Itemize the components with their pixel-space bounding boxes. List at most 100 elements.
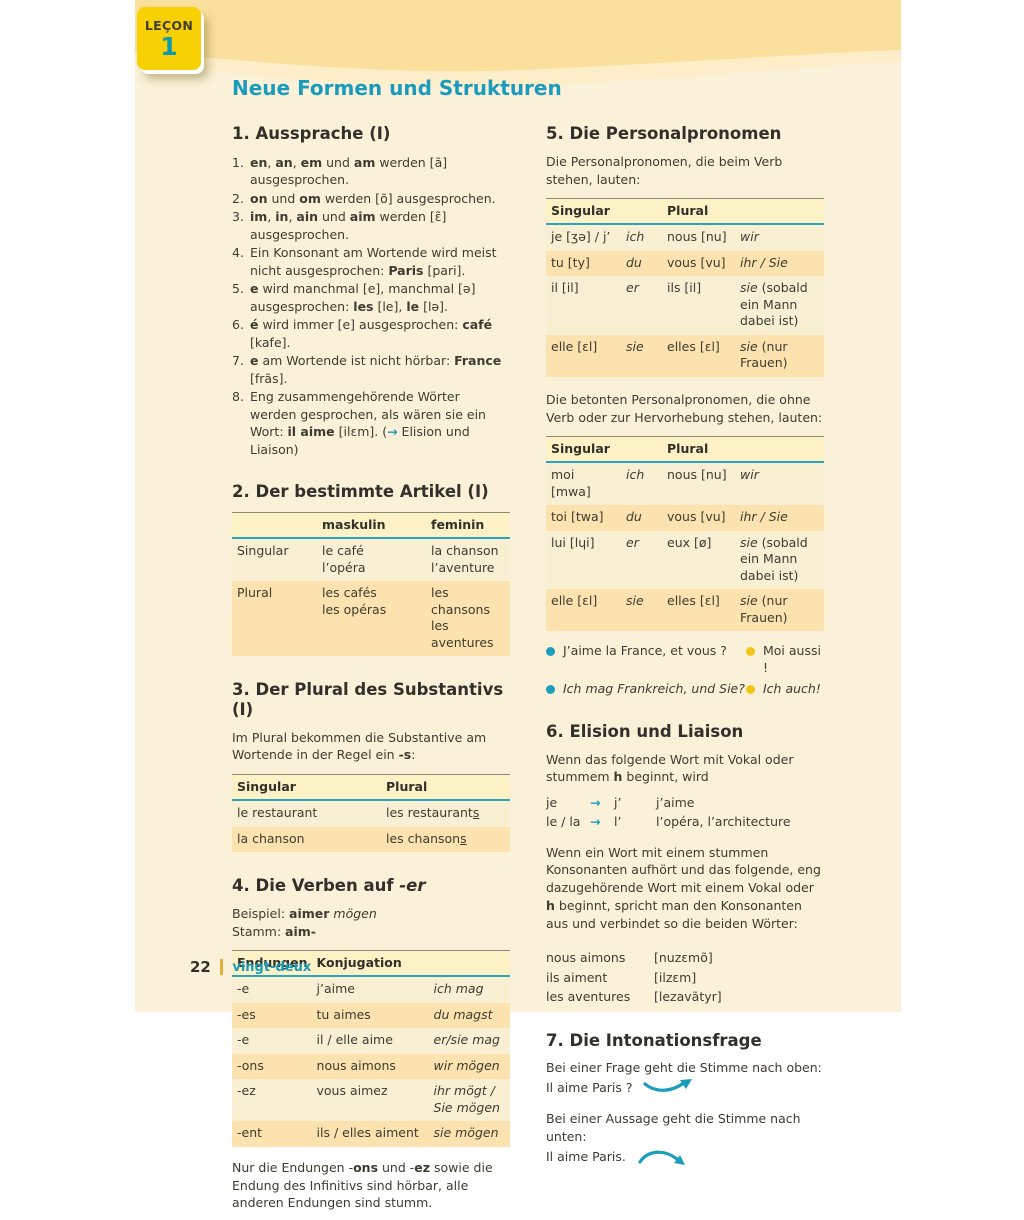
example-line: Beispiel: aimer mögen	[232, 905, 377, 921]
list-item: 5. e wird manchmal [e], manchmal [ə] ausg…	[232, 280, 510, 315]
table-cell: elles [ɛl]	[662, 589, 735, 632]
list-item-number: 3.	[232, 209, 244, 225]
table-row: la chanson les chansons	[232, 826, 510, 853]
liaison-ipa: [ilzɛm]	[654, 969, 697, 985]
table-cell: ich	[621, 462, 662, 506]
liaison-row: ils aiment [ilzɛm]	[546, 968, 824, 987]
table-cell: ils / elles aiment	[311, 1121, 429, 1147]
table-cell: ils [il]	[662, 276, 735, 335]
list-item-text: é wird immer [e] ausgesprochen: café [ka…	[250, 317, 493, 350]
section-intro: Die Personalpronomen, die beim Verb steh…	[546, 153, 783, 187]
column-header: feminin	[426, 512, 510, 540]
table-row: -e il / elle aime er/sie mag	[232, 1028, 510, 1054]
list-item: 1. en, an, em und am werden [ã] ausgespro…	[232, 154, 510, 189]
lesson-tab-number: 1	[160, 32, 178, 61]
section-heading: 3. Der Plural des Substantivs (I)	[232, 680, 504, 719]
grammar-table: Singular Plural le restaurant les restauran…	[232, 774, 510, 853]
table-cell: -e	[232, 976, 312, 1003]
dialogue-line: J’aime la France, et vous ?	[546, 643, 746, 677]
table-cell: eux [ø]	[662, 530, 735, 590]
dialogue-line: Ich mag Frankreich, und Sie?	[546, 681, 746, 698]
definite-article-table: maskulin feminin Singular le café l’opéra la…	[232, 512, 510, 657]
list-item-text: im, in, ain und aim werden [ɛ̃] ausgespr…	[250, 209, 447, 242]
table-cell: tu [ty]	[546, 250, 621, 277]
yellow-bullet-icon	[746, 685, 755, 695]
page-title: Neue Formen und Strukturen	[232, 76, 562, 100]
list-item: 6. é wird immer [e] ausgesprochen: café […	[232, 316, 510, 351]
table-row: le restaurant les restaurants	[232, 800, 510, 827]
table-cell: er/sie mag	[428, 1028, 510, 1054]
table-cell: j’aime	[311, 976, 429, 1003]
table-cell: le restaurant	[232, 800, 381, 827]
list-item-number: 1.	[232, 154, 244, 170]
table-cell: ihr / Sie	[735, 505, 824, 531]
page-footer: 22 vingt-deux	[190, 958, 311, 976]
table-cell: il [il]	[546, 276, 621, 335]
elision-from: le / la	[546, 813, 581, 829]
table-cell: toi [twa]	[546, 505, 621, 531]
section-heading: 5. Die Personalpronomen	[546, 124, 782, 143]
table-cell: moi [mwa]	[546, 462, 621, 506]
column-header: Singular	[232, 774, 381, 802]
list-item-text: on und om werden [õ] ausgesprochen.	[250, 190, 496, 206]
dialogue-text: Moi aussi !	[763, 643, 821, 676]
list-item: 4. Ein Konsonant am Wortende wird meist n…	[232, 244, 510, 279]
section-bestimmter-artikel: 2. Der bestimmte Artikel (I) maskulin fem…	[232, 482, 510, 657]
column-header: Plural	[662, 436, 735, 464]
elision-row: le / la → l’ l’opéra, l’architecture	[546, 813, 824, 832]
elision-from: je	[546, 795, 558, 811]
liaison-phrase: nous aimons	[546, 950, 626, 966]
table-row: tu [ty] du vous [vu] ihr / Sie	[546, 250, 824, 277]
dialogue-line: Moi aussi !	[746, 643, 824, 677]
column-header: Plural	[662, 198, 735, 226]
table-row: Singular le café l’opéra la chanson l’aven…	[232, 538, 510, 582]
rising-intonation-arrow-icon	[643, 1079, 693, 1092]
table-cell: ich	[621, 224, 662, 251]
header-wave-decoration	[135, 0, 901, 87]
dialogue-examples: J’aime la France, et vous ? Moi aussi ! …	[546, 643, 824, 698]
elision-example: j’aime	[656, 795, 695, 811]
column-header: Plural	[381, 774, 510, 802]
table-row: Plural les cafés les opéras les chansons l…	[232, 581, 510, 657]
table-cell: -ons	[232, 1053, 312, 1080]
table-cell: elles [ɛl]	[662, 334, 735, 377]
statement-example-line: Il aime Paris.	[546, 1147, 824, 1167]
column-header: Singular	[546, 436, 621, 464]
table-cell: sie	[621, 334, 662, 377]
table-row: lui [lɥi] er eux [ø] sie (sobald ein Mann d…	[546, 530, 824, 590]
table-cell: sie mögen	[428, 1121, 510, 1147]
table-cell: du magst	[428, 1002, 510, 1029]
list-item-number: 8.	[232, 389, 244, 405]
section-heading: 2. Der bestimmte Artikel (I)	[232, 482, 489, 502]
statement-label: Bei einer Aussage geht die Stimme nach u…	[546, 1111, 801, 1144]
table-cell: elle [ɛl]	[546, 589, 621, 632]
table-cell: wir mögen	[428, 1053, 510, 1080]
right-arrow-icon: →	[590, 813, 601, 829]
falling-intonation-arrow-icon	[638, 1150, 685, 1165]
column-header: Singular	[546, 198, 621, 226]
table-cell: le café l’opéra	[317, 538, 426, 582]
table-cell: les cafés les opéras	[317, 581, 426, 657]
grammar-table: Singular Plural moi [mwa] ich nous [nu] wir to…	[546, 436, 824, 632]
list-item: 8. Eng zusammengehörende Wörter werden ge…	[232, 388, 510, 458]
list-item-number: 4.	[232, 245, 244, 261]
column-header	[735, 198, 824, 226]
column-header: maskulin	[317, 512, 426, 540]
list-item-text: Eng zusammengehörende Wörter werden gesp…	[250, 389, 486, 457]
pronunciation-rules-list: 1. en, an, em und am werden [ã] ausgespro…	[232, 154, 510, 459]
endings-note: Nur die Endungen -ons und -ez sowie die …	[232, 1159, 493, 1211]
statement-example: Il aime Paris.	[546, 1149, 626, 1165]
table-cell: elle [ɛl]	[546, 334, 621, 377]
lesson-tab: LEÇON 1	[137, 7, 201, 70]
column-header	[735, 436, 824, 464]
noun-plural-table: Singular Plural le restaurant les restauran…	[232, 774, 510, 853]
elision-row: je → j’ j’aime	[546, 794, 824, 813]
table-cell: tu aimes	[311, 1002, 429, 1029]
dialogue-line: Ich auch!	[746, 681, 824, 698]
er-verbs-conjugation-table: Endungen Konjugation -e j’aime ich mag -es tu …	[232, 950, 510, 1147]
table-cell: la chanson	[232, 826, 381, 853]
table-cell: les chansons les aventures	[426, 581, 510, 657]
liaison-row: nous aimons [nuzɛmõ]	[546, 948, 824, 967]
table-row: il [il] er ils [il] sie (sobald ein Mann da…	[546, 276, 824, 335]
table-cell: les restaurants	[381, 800, 510, 827]
